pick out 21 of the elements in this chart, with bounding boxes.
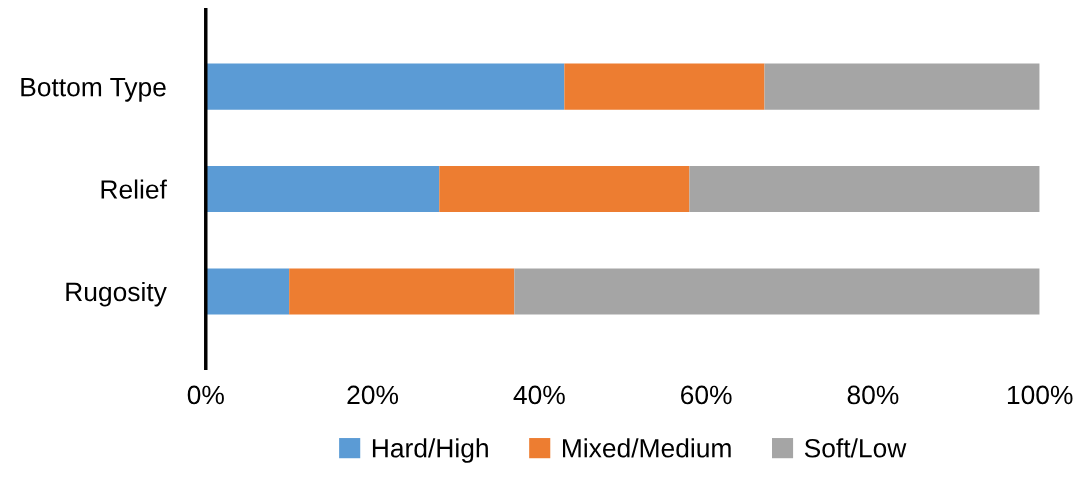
bar [689, 165, 1040, 213]
bar [205, 165, 440, 213]
y-tick-label: Relief [101, 179, 167, 199]
bar [439, 165, 690, 213]
bar [205, 268, 290, 315]
legend-label: Mixed/Medium [563, 438, 731, 458]
y-tick-label: Rugosity [66, 281, 167, 307]
bar [564, 63, 765, 110]
x-tick-label: 100% [1007, 385, 1073, 405]
legend-label: Hard/High [372, 438, 488, 463]
bar [289, 268, 515, 315]
x-tick-label: 60% [681, 385, 732, 405]
x-tick-label: 20% [347, 385, 399, 405]
x-tick-label: 80% [847, 385, 899, 405]
legend-label: Soft/Low [804, 438, 907, 458]
bar [205, 63, 565, 110]
bar [514, 268, 1040, 315]
bar [764, 63, 1040, 110]
x-tick-label: 0% [187, 385, 224, 405]
x-tick-label: 40% [513, 385, 565, 405]
y-tick-label: Bottom Type [21, 78, 166, 102]
